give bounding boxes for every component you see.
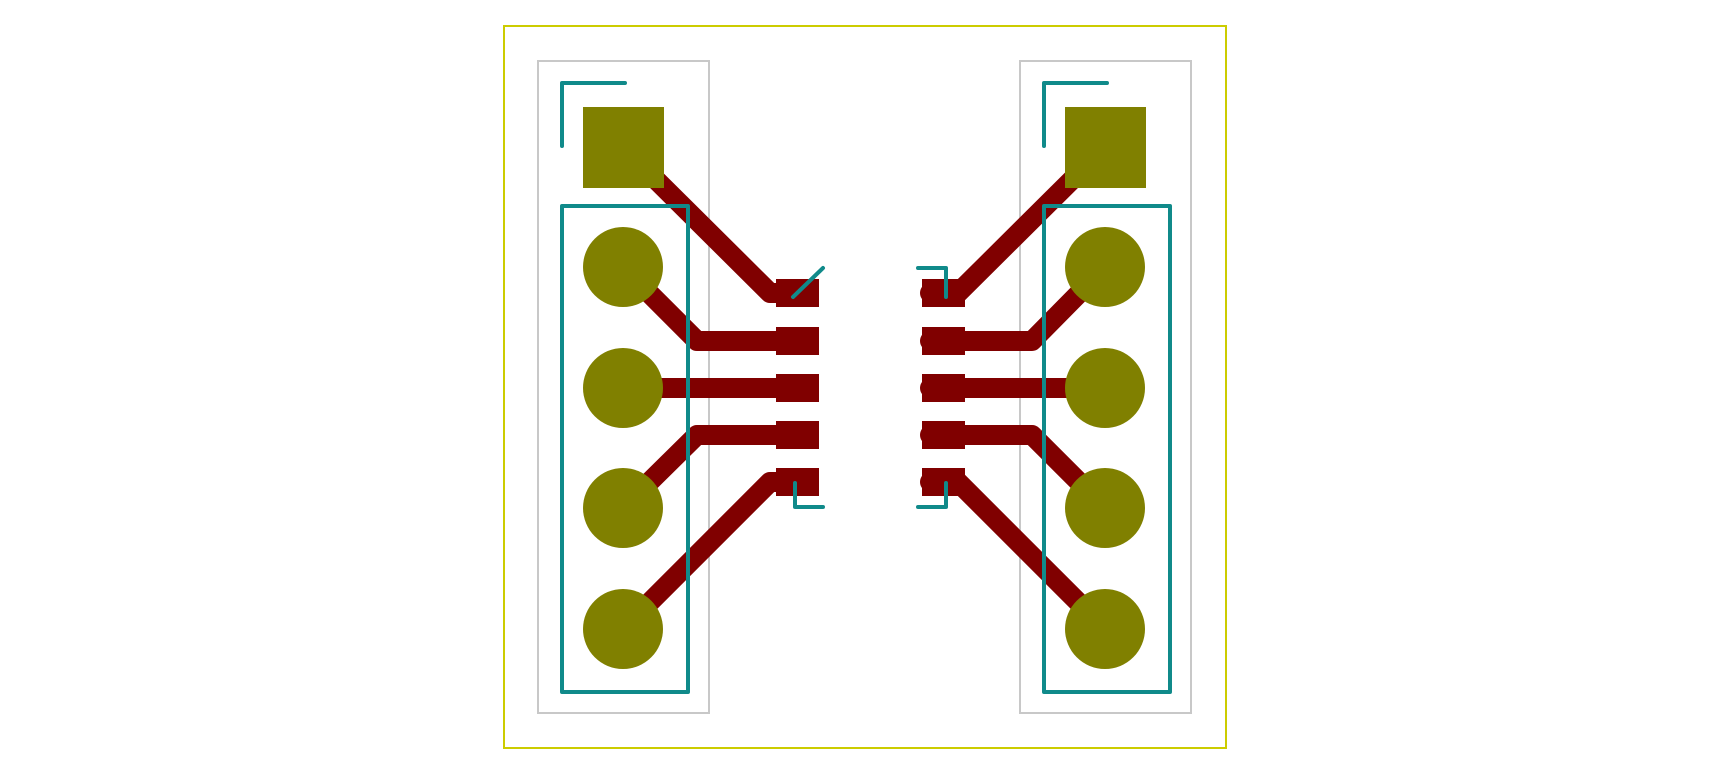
tht-pad-round [1065, 589, 1145, 669]
board-outline [503, 25, 1227, 749]
smd-pad [776, 421, 819, 449]
right-pin1-corner-marker [1042, 81, 1109, 148]
tht-pad-square [1065, 107, 1146, 188]
left-smd-corner-bottom [793, 481, 825, 509]
right-smd-corner-bottom [916, 481, 948, 509]
left-pin1-corner-marker [560, 81, 627, 148]
silkscreen-layer [560, 81, 1172, 694]
tht-pad-round [1065, 468, 1145, 548]
left-pin-header [583, 107, 664, 669]
tht-pad-round [583, 227, 663, 307]
tht-pad-round [1065, 227, 1145, 307]
right-smd-corner-top [916, 266, 948, 299]
smd-pad [922, 374, 965, 402]
tht-pad-round [583, 468, 663, 548]
smd-pad [776, 468, 819, 496]
right-smd-pad-column [922, 279, 965, 496]
smd-pad [922, 468, 965, 496]
right-header-outline [1042, 204, 1172, 694]
tht-pad-square [583, 107, 664, 188]
smd-pad [922, 421, 965, 449]
tht-pad-round [583, 589, 663, 669]
left-header-outline [560, 204, 690, 694]
smd-pad [776, 374, 819, 402]
right-pin-header [1065, 107, 1146, 669]
tht-pad-round [583, 348, 663, 428]
tht-pad-round [1065, 348, 1145, 428]
left-smd-pad-column [776, 279, 819, 496]
smd-pad [922, 279, 965, 307]
smd-pad [776, 327, 819, 355]
smd-pad [922, 327, 965, 355]
left-smd-pin1-marker [791, 266, 825, 299]
